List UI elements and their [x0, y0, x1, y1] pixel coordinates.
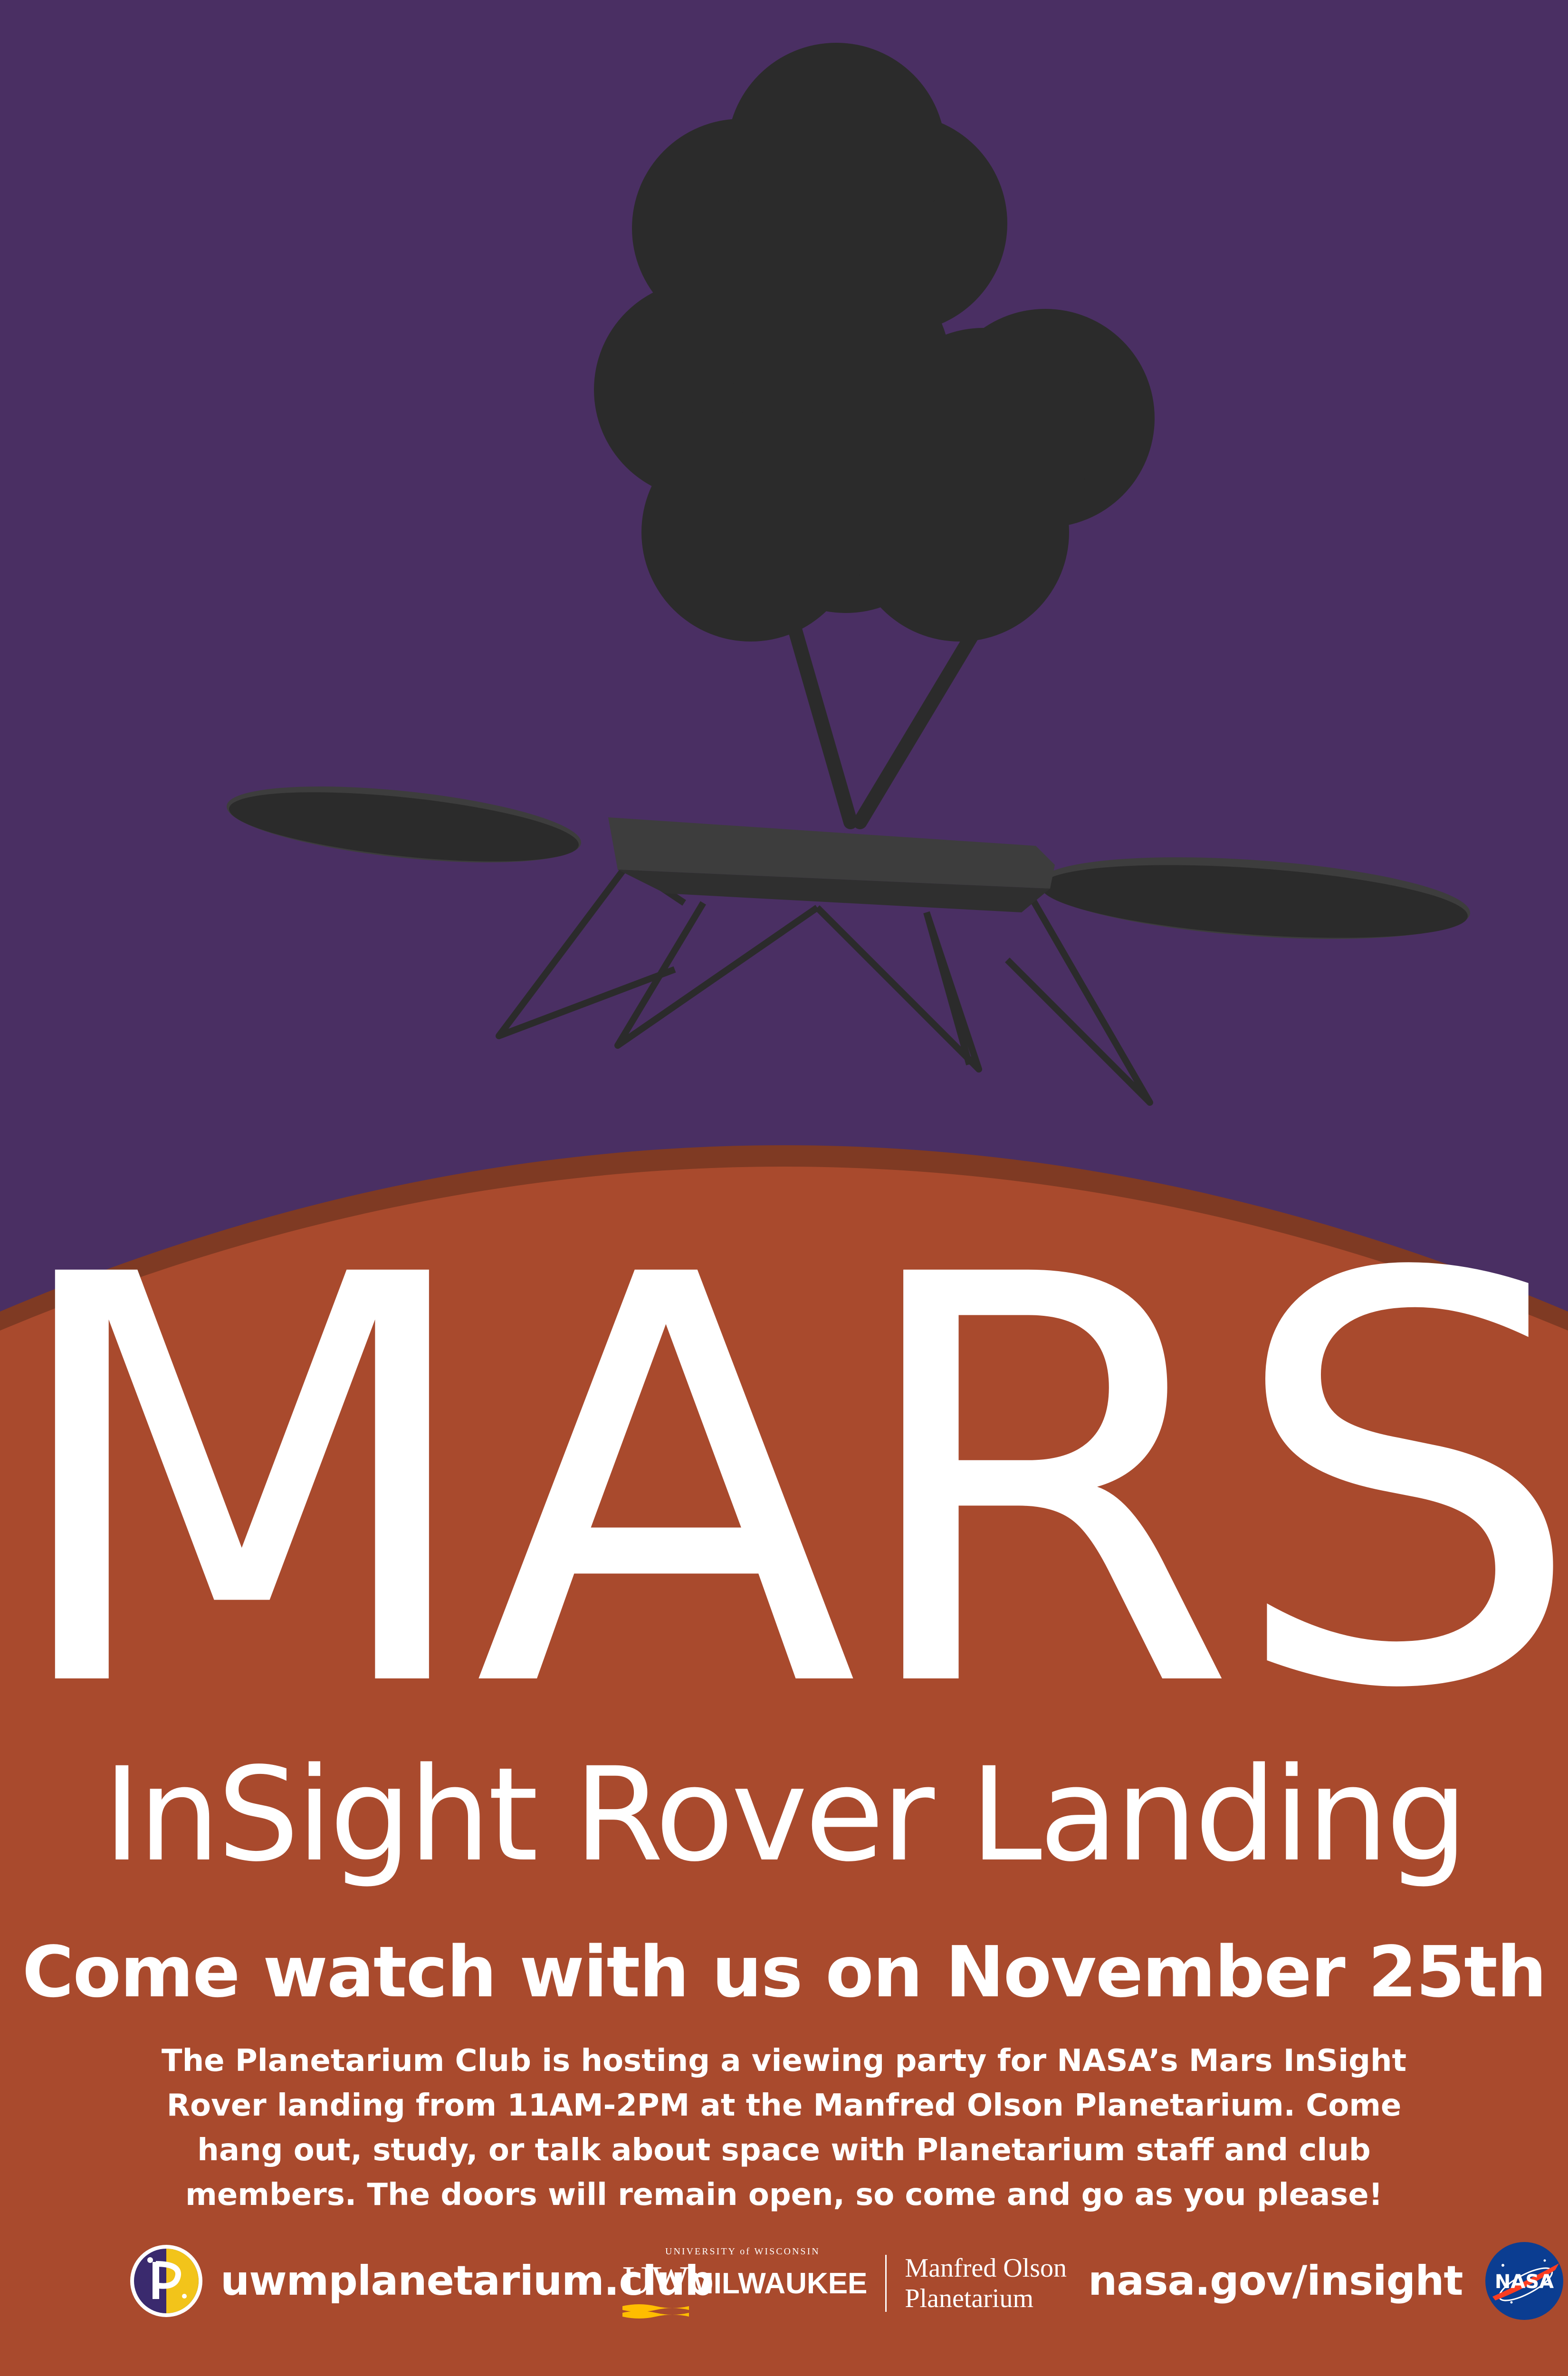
mars-surface — [0, 1167, 1568, 2376]
nasa-meatball-logo-icon: NASA — [1485, 2242, 1563, 2320]
nasa-website-link[interactable]: nasa.gov/insight NASA — [1088, 2233, 1565, 2328]
uwm-university-text: UNIVERSITY of WISCONSIN — [665, 2246, 820, 2257]
logo-divider — [885, 2255, 887, 2312]
nasa-url: nasa.gov/insight — [1088, 2257, 1463, 2305]
event-description: The Planetarium Club is hosting a viewin… — [161, 2043, 1407, 2213]
poster-subtitle: InSight Rover Landing — [103, 1740, 1468, 1890]
planetarium-club-logo-icon — [130, 2245, 202, 2317]
uwm-wordmark: UNIVERSITY of WISCONSIN UW MILWAUKEE — [622, 2246, 867, 2320]
uwm-milwaukee-text: MILWAUKEE — [688, 2267, 868, 2300]
footer: uwmplanetarium.club UNIVERSITY of WISCON… — [0, 2233, 1568, 2328]
club-website-link[interactable]: uwmplanetarium.club — [128, 2233, 714, 2328]
lander-legs — [496, 862, 1153, 1106]
event-tagline: Come watch with us on November 25th — [22, 1931, 1547, 2013]
nasa-logo-text: NASA — [1494, 2271, 1553, 2293]
solar-panels — [226, 786, 1470, 939]
uwm-planetarium-logo: UNIVERSITY of WISCONSIN UW MILWAUKEE Man… — [622, 2246, 1067, 2320]
club-url: uwmplanetarium.club — [220, 2257, 714, 2305]
planetarium-name-line1: Manfred Olson — [905, 2253, 1067, 2283]
insight-lander-illustration — [226, 43, 1470, 1106]
cluster-of-circles — [594, 43, 1155, 642]
uwm-flag-icon — [622, 2304, 689, 2319]
poster-title: MARS — [0, 1159, 1568, 1811]
lander-deck — [608, 817, 1055, 912]
planetarium-wordmark: Manfred Olson Planetarium — [905, 2253, 1067, 2314]
planetarium-name-line2: Planetarium — [905, 2284, 1033, 2313]
uwm-uw-text: UW — [622, 2258, 689, 2302]
